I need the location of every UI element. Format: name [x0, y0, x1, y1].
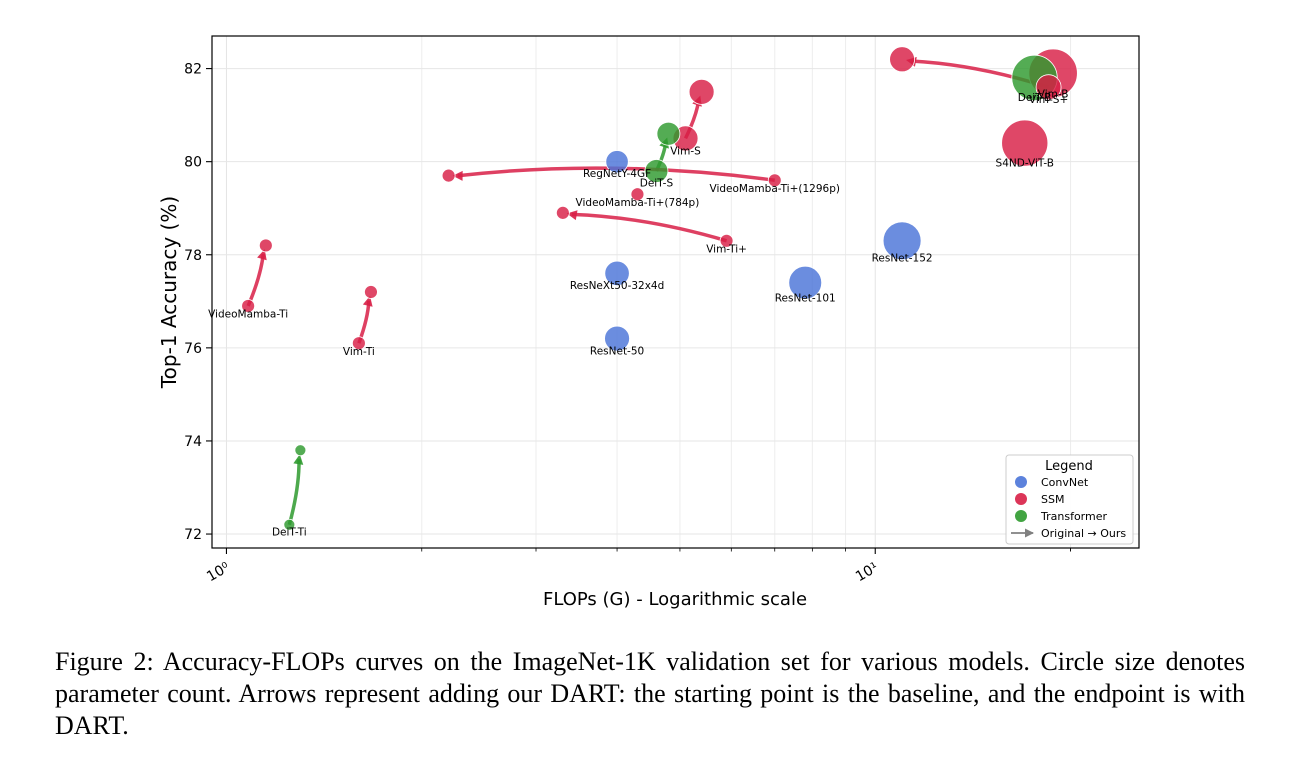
point-label: ResNet-101	[775, 293, 836, 305]
data-point	[555, 205, 570, 220]
point-label: VideoMamba-Ti+(1296p)	[710, 183, 840, 195]
legend-marker	[1015, 493, 1027, 505]
point-label: ResNet-50	[590, 346, 644, 358]
data-point	[283, 518, 296, 531]
plot-frame	[211, 35, 1140, 549]
improvement-arrow	[571, 212, 728, 243]
legend: Legend ConvNet SSM Transformer Original → Ou…	[1005, 454, 1134, 545]
point-label: Vim-B	[1038, 89, 1069, 101]
point-label: Vim-S	[670, 145, 701, 157]
figure-caption: Figure 2: Accuracy-FLOPs curves on the I…	[55, 647, 1245, 740]
point-label: VideoMamba-Ti	[208, 309, 288, 321]
legend-label: ConvNet	[1041, 476, 1089, 489]
x-axis-label: FLOPs (G) - Logarithmic scale	[543, 589, 807, 610]
data-point	[719, 233, 734, 248]
legend-label: Transformer	[1040, 510, 1107, 523]
point-label: DeiT-S	[640, 177, 674, 189]
data-point	[441, 168, 456, 183]
improvement-arrowhead	[293, 454, 304, 465]
data-point	[656, 121, 681, 146]
data-point	[788, 265, 823, 300]
data-point	[630, 187, 645, 202]
point-label: RegNetY-4GF	[583, 168, 651, 180]
data-point	[241, 299, 256, 313]
data-point	[604, 325, 630, 352]
point-label-layer: RegNetY-4GF ResNeXt50-32x4d ResNet-50 ResNe…	[208, 89, 1068, 539]
improvement-arrow	[287, 459, 301, 526]
data-point	[604, 260, 630, 287]
data-point	[605, 150, 629, 174]
point-label: VideoMamba-Ti+(784p)	[576, 197, 700, 209]
point-label: ResNet-152	[872, 252, 933, 264]
data-point	[889, 46, 915, 73]
y-tick-label: 82	[184, 62, 202, 78]
y-tick-label: 72	[184, 527, 202, 543]
data-point	[767, 173, 782, 188]
point-layer	[241, 46, 1078, 531]
y-tick-label: 78	[184, 248, 202, 264]
accuracy-flops-chart: RegNetY-4GF ResNeXt50-32x4d ResNet-50 ResNe…	[157, 35, 1140, 610]
data-point	[1035, 74, 1062, 101]
point-label: DeiT-Ti	[272, 527, 307, 539]
legend-box	[1005, 454, 1134, 545]
data-point	[294, 444, 307, 457]
legend-label: Original → Ours	[1041, 527, 1126, 540]
y-tick-label: 76	[184, 341, 202, 357]
y-tick-label: 80	[184, 155, 202, 171]
legend-label: SSM	[1041, 493, 1064, 506]
data-point	[644, 159, 669, 183]
data-point	[1001, 119, 1049, 167]
grid-lines	[212, 36, 1139, 548]
improvement-arrowhead	[452, 170, 463, 181]
point-label: Vim-Ti+	[706, 243, 747, 255]
y-tick-label: 74	[184, 434, 202, 450]
data-point	[882, 221, 922, 261]
point-label: Vim-Ti	[343, 346, 375, 358]
legend-marker	[1015, 510, 1027, 522]
axis-ticks: 72 74 76 78 80 82 10⁰ 10¹	[184, 62, 1071, 586]
x-tick-label: 10⁰	[204, 559, 233, 585]
improvement-arrow	[246, 253, 266, 307]
point-label: DeiT-B	[1018, 92, 1052, 104]
data-point	[364, 285, 378, 299]
data-point	[258, 238, 273, 253]
point-label: S4ND-ViT-B	[996, 158, 1054, 170]
y-axis-label: Top-1 Accuracy (%)	[157, 196, 181, 389]
data-point	[688, 78, 715, 105]
legend-arrow-head	[1025, 528, 1034, 538]
point-label: Vim-S+	[1029, 94, 1068, 106]
point-label: ResNeXt50-32x4d	[570, 280, 664, 292]
legend-marker	[1015, 476, 1027, 488]
data-point	[352, 336, 366, 351]
x-tick-label: 10¹	[853, 560, 881, 586]
legend-title: Legend	[1045, 459, 1093, 474]
